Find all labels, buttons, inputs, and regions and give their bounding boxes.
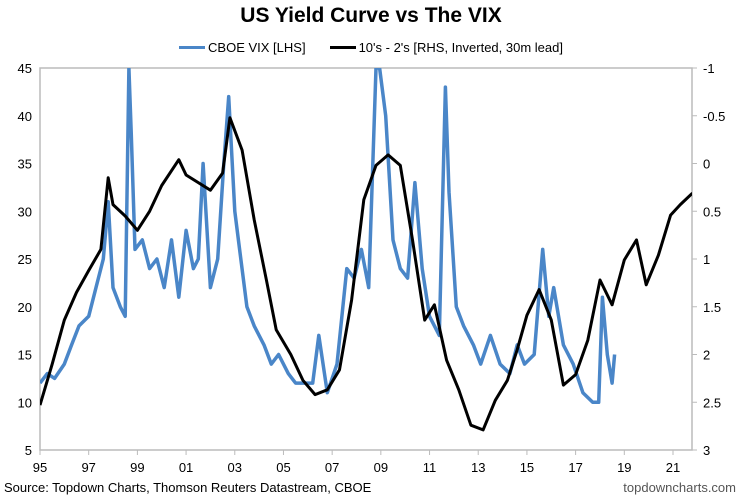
legend-label-vix: CBOE VIX [LHS] [208, 40, 306, 55]
x-tick-label: 95 [33, 460, 47, 475]
legend-label-curve: 10's - 2's [RHS, Inverted, 30m lead] [358, 40, 563, 55]
x-tick-label: 09 [374, 460, 388, 475]
y-left-tick-label: 15 [18, 348, 32, 363]
y-left-tick-label: 5 [25, 443, 32, 458]
x-tick-label: 19 [617, 460, 631, 475]
plot-frame [39, 67, 693, 451]
y-right-tick-label: -0.5 [703, 109, 725, 124]
x-tick-label: 03 [228, 460, 242, 475]
x-tick-label: 07 [325, 460, 339, 475]
chart-title: US Yield Curve vs The VIX [240, 4, 502, 27]
x-tick-label: 01 [179, 460, 193, 475]
legend-swatch-vix [179, 46, 206, 49]
x-tick-label: 17 [568, 460, 582, 475]
y-right-tick-label: 0.5 [703, 204, 721, 219]
legend: CBOE VIX [LHS] 10's - 2's [RHS, Inverted… [0, 40, 742, 55]
y-left-tick-label: 40 [18, 109, 32, 124]
x-tick-label: 13 [471, 460, 485, 475]
y-left-tick-label: 30 [18, 204, 32, 219]
y-left-tick-label: 45 [18, 61, 32, 76]
y-left-tick-label: 10 [18, 395, 32, 410]
series-line-vix [40, 68, 617, 405]
x-tick-label: 99 [130, 460, 144, 475]
y-left-tick-label: 35 [18, 157, 32, 172]
x-tick-label: 11 [423, 460, 437, 475]
source-note: Source: Topdown Charts, Thomson Reuters … [4, 480, 372, 495]
x-tick-label: 21 [666, 460, 680, 475]
y-right-tick-label: 0 [703, 157, 710, 172]
y-right-tick-label: 3 [703, 443, 710, 458]
legend-swatch-curve [329, 46, 356, 49]
legend-item-curve: 10's - 2's [RHS, Inverted, 30m lead] [329, 40, 563, 55]
y-right-tick-label: 1 [703, 252, 710, 267]
y-left-tick-label: 25 [18, 252, 32, 267]
brand-watermark: topdowncharts.com [623, 480, 736, 495]
y-right-tick-label: -1 [703, 61, 715, 76]
x-tick-label: 15 [520, 460, 534, 475]
y-left-tick-label: 20 [18, 300, 32, 315]
y-right-tick-label: 2.5 [703, 395, 721, 410]
y-right-tick-label: 2 [703, 348, 710, 363]
legend-item-vix: CBOE VIX [LHS] [179, 40, 306, 55]
x-tick-label: 05 [276, 460, 290, 475]
x-tick-label: 97 [81, 460, 95, 475]
series-line-yield-curve [40, 116, 692, 432]
y-right-tick-label: 1.5 [703, 300, 721, 315]
